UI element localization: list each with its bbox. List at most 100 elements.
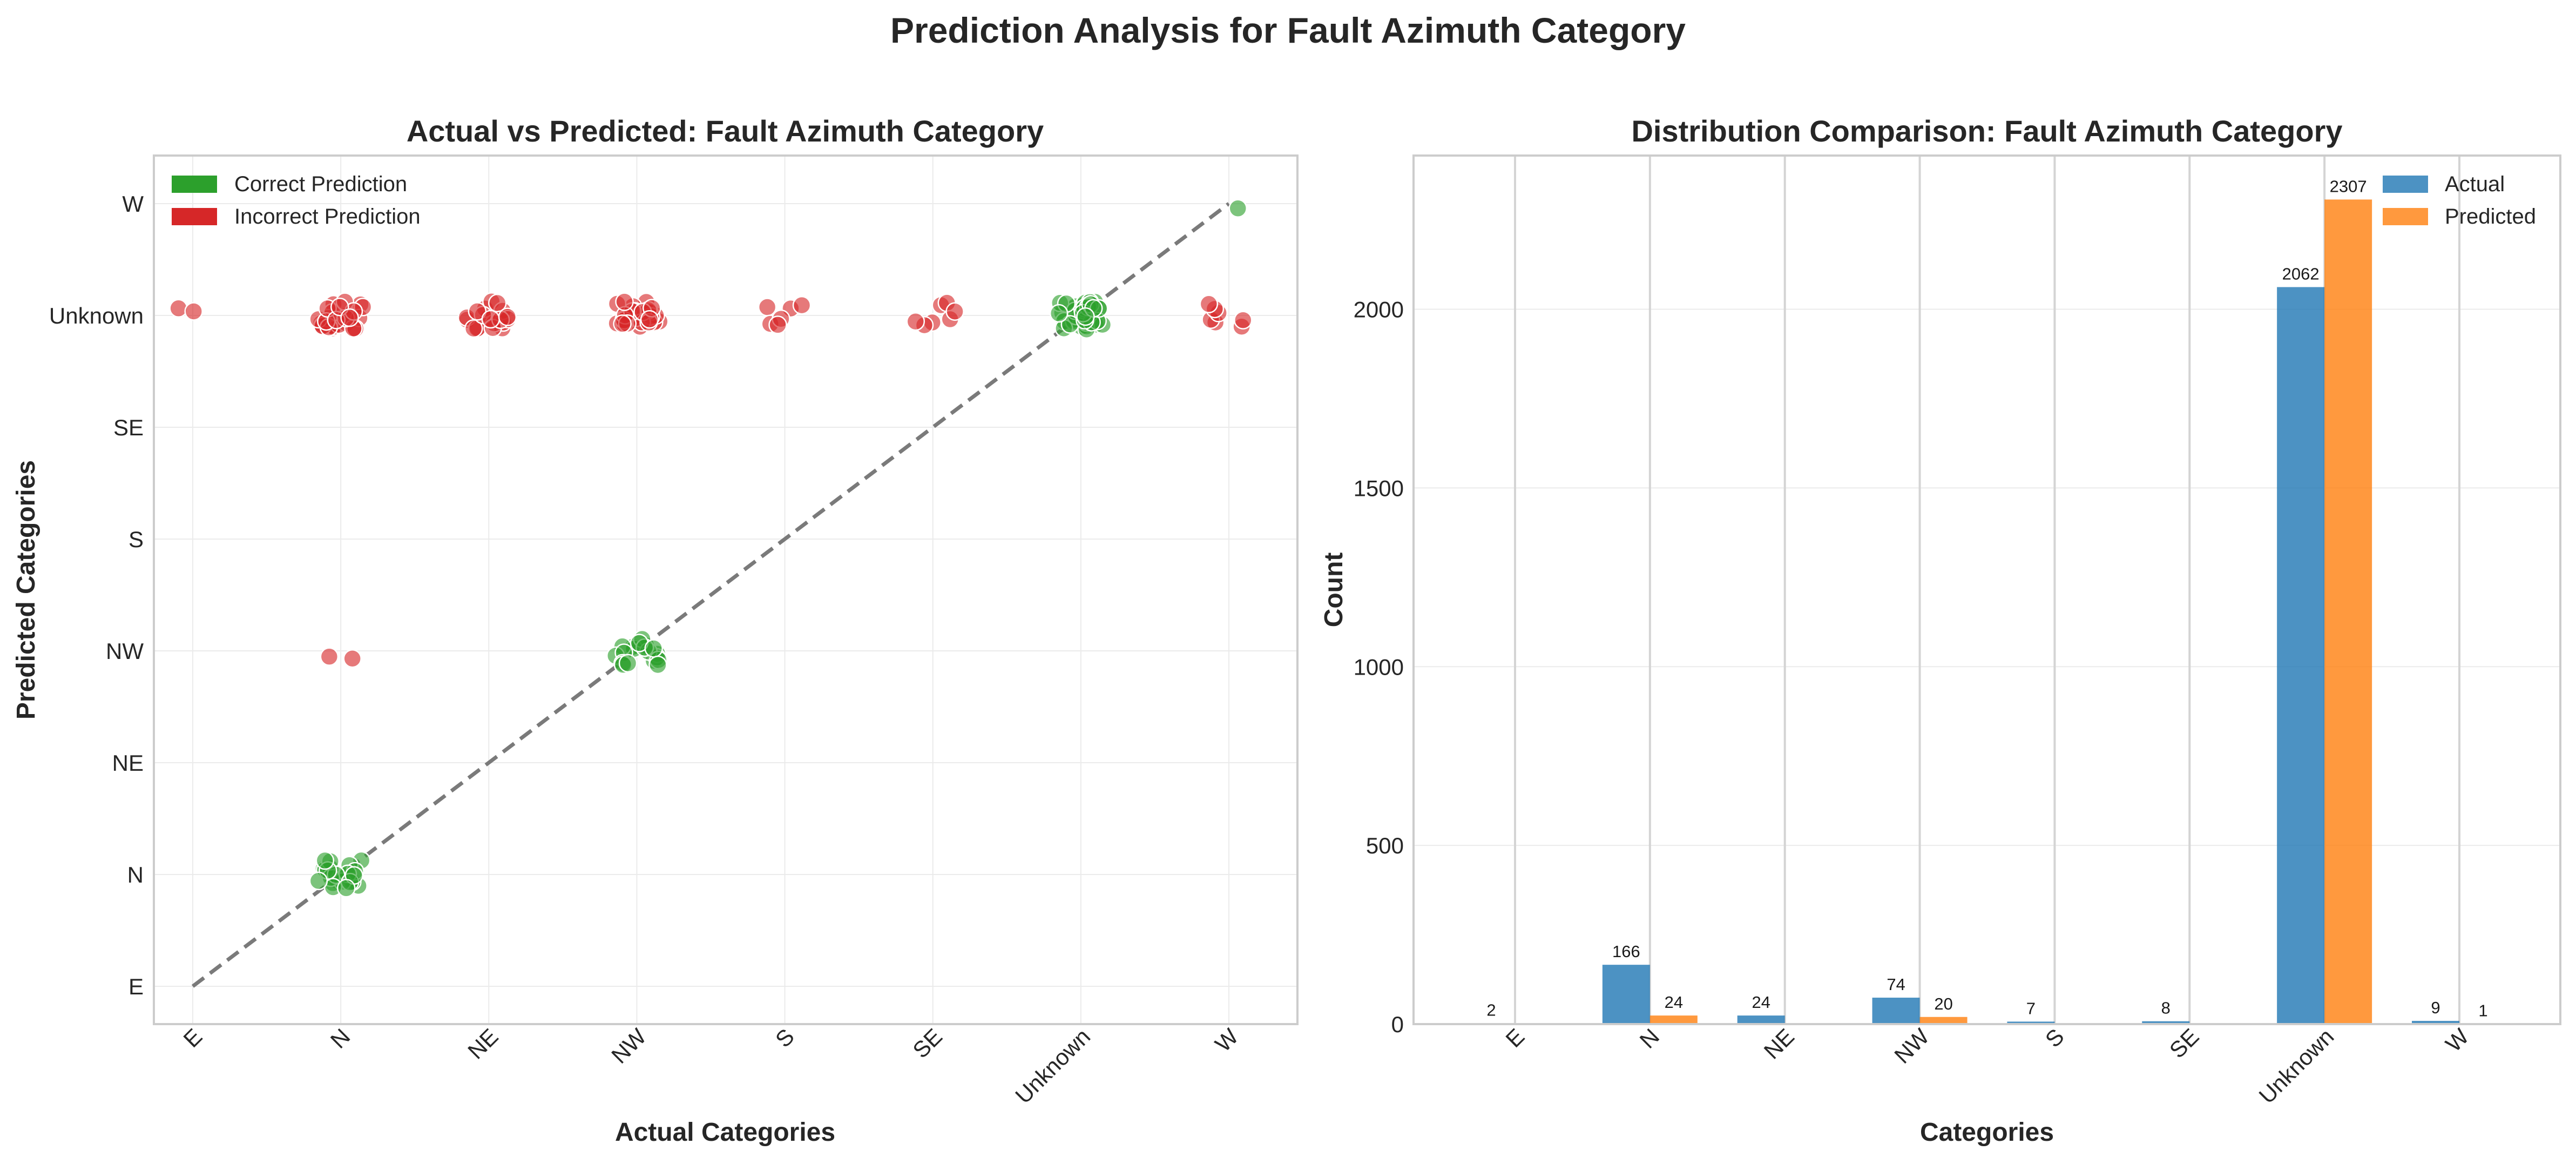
scatter-gridlines [154,156,1297,1024]
scatter-x-tick-labels: E N NE NW S SE Unknown W [178,1024,1243,1108]
correct-prediction-point [1228,199,1247,218]
y-tick-label: 1500 [1354,475,1404,501]
x-tick-label: W [2440,1024,2474,1057]
y-tick-label: SE [113,415,144,440]
legend-label: Correct Prediction [234,172,407,196]
scatter-plot-frame [153,154,1299,1025]
bar-value-label: 7 [2026,999,2036,1018]
actual-bar [2142,1021,2190,1024]
incorrect-prediction-point [320,647,339,666]
actual-bar [1737,1015,1785,1024]
correct-prediction-point [644,639,663,658]
incorrect-prediction-point [613,314,632,333]
actual-bar [2412,1021,2459,1024]
x-tick-label: S [770,1024,799,1052]
legend-swatch [172,208,217,225]
bar-value-label: 20 [1934,994,1952,1013]
bar-legend: Actual Predicted [2383,172,2536,228]
incorrect-prediction-point [498,307,517,326]
bar-x-axis-label: Categories [1920,1118,2054,1147]
predicted-bar [1649,1015,1698,1024]
incorrect-prediction-point [615,292,634,311]
x-tick-label: NE [1759,1024,1800,1064]
bar-value-label: 24 [1665,993,1683,1012]
bar-value-label: 1 [2478,1001,2487,1020]
bar-plot-frame [1412,154,2561,1025]
x-tick-label: NE [463,1024,503,1064]
correct-prediction-point [618,654,638,673]
y-tick-label: N [127,862,144,887]
incorrect-prediction-point [481,309,501,329]
actual-bar [1872,998,1920,1024]
correct-prediction-point [336,879,356,898]
y-tick-label: 2000 [1354,297,1404,322]
incorrect-prediction-point [1199,294,1219,314]
y-tick-label: NE [112,750,144,776]
bar-value-label: 2062 [2282,265,2320,284]
incorrect-prediction-point [792,295,812,315]
incorrect-prediction-point [640,309,659,329]
bar-value-label: 74 [1887,975,1905,994]
incorrect-prediction-point [945,302,964,321]
incorrect-prediction-point [1234,311,1253,329]
bar-value-label: 2307 [2330,177,2367,196]
y-tick-label: S [129,527,144,552]
bar-value-label: 9 [2431,998,2440,1017]
x-tick-label: S [2040,1024,2069,1052]
y-tick-label: Unknown [49,303,144,328]
actual-bar [2277,287,2325,1024]
scatter-chart-title: Actual vs Predicted: Fault Azimuth Categ… [407,114,1044,148]
y-tick-label: 500 [1366,833,1404,858]
scatter-points [169,199,1253,898]
x-tick-label: SE [2165,1024,2204,1063]
correct-prediction-point [1049,304,1069,323]
x-tick-label: Unknown [1010,1024,1095,1108]
bar-y-tick-labels: 0 500 1000 1500 2000 [1354,297,1404,1037]
scatter-legend: Correct Prediction Incorrect Prediction [172,172,421,228]
incorrect-prediction-point [184,302,203,321]
bar-value-label: 166 [1612,942,1640,961]
legend-label: Predicted [2445,205,2536,228]
incorrect-prediction-point [768,315,787,334]
y-tick-label: 1000 [1354,654,1404,679]
y-tick-label: E [129,974,144,999]
legend-label: Actual [2445,172,2505,196]
scatter-x-axis-label: Actual Categories [615,1118,835,1147]
incorrect-prediction-point [169,299,188,318]
correct-prediction-point [648,655,667,675]
bar-value-label: 8 [2161,999,2171,1018]
scatter-y-axis-label: Predicted Categories [12,460,40,719]
bar-value-label: 2 [1486,1001,1496,1020]
x-tick-label: E [178,1024,207,1052]
incorrect-prediction-point [906,312,925,331]
x-tick-label: N [326,1024,355,1053]
bars [1468,199,2507,1024]
legend-label: Incorrect Prediction [234,205,421,228]
scatter-chart: Actual vs Predicted: Fault Azimuth Categ… [12,114,1299,1147]
correct-prediction-point [1076,307,1095,326]
x-tick-label: E [1500,1024,1529,1052]
bar-value-labels: 2 166 24 74 7 8 2062 9 24 20 2307 1 [1486,177,2487,1020]
correct-prediction-point [309,871,328,891]
x-tick-label: SE [908,1024,947,1063]
bar-gridlines [1414,156,2560,1025]
y-tick-label: W [122,191,144,217]
bar-y-axis-label: Count [1320,553,1348,628]
x-tick-label: Unknown [2254,1024,2338,1108]
scatter-y-tick-labels: E N NE NW S SE Unknown W [49,191,144,999]
legend-swatch [2383,176,2428,193]
actual-bar [1602,965,1650,1024]
y-tick-label: NW [106,638,144,664]
incorrect-prediction-point [340,308,359,327]
bar-value-label: 24 [1752,993,1770,1012]
legend-swatch [172,176,217,193]
figure-title: Prediction Analysis for Fault Azimuth Ca… [890,10,1686,50]
predicted-bar [2324,199,2372,1024]
correct-prediction-point [315,851,335,870]
predicted-bar [1919,1017,1968,1024]
bar-chart: Distribution Comparison: Fault Azimuth C… [1320,114,2561,1147]
incorrect-prediction-point [343,649,362,668]
bar-chart-title: Distribution Comparison: Fault Azimuth C… [1631,114,2342,148]
y-tick-label: 0 [1391,1012,1404,1037]
